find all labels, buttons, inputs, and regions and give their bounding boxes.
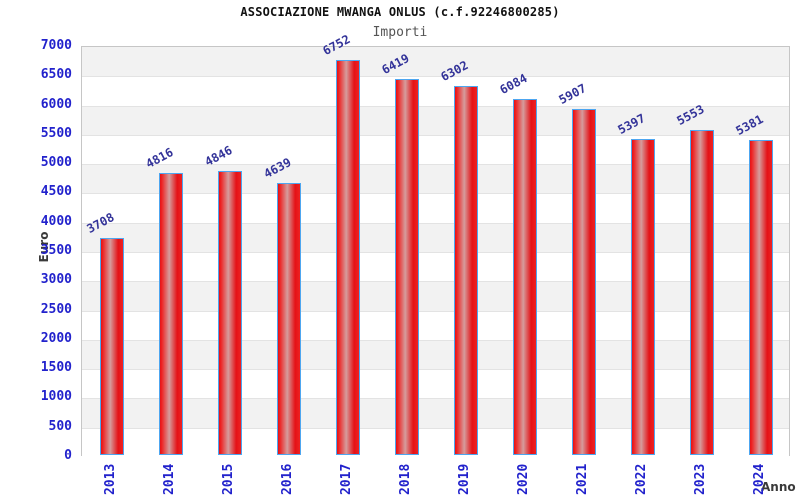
grid-band [82, 134, 789, 165]
grid-band [82, 47, 789, 77]
y-tick-label: 0 [64, 448, 72, 463]
y-tick-label: 3500 [40, 243, 72, 258]
y-axis-title: Euro [37, 231, 51, 263]
y-tick-label: 2000 [40, 330, 72, 346]
grid-band [82, 193, 789, 223]
grid-band [82, 105, 789, 135]
gridline [82, 339, 789, 341]
x-tick-label: 2017 [338, 463, 354, 495]
y-tick-label: 4500 [40, 184, 72, 200]
grid-band [82, 76, 789, 106]
x-tick-label: 2013 [102, 463, 118, 495]
gridline [82, 134, 789, 136]
y-tick-label: 1000 [40, 389, 72, 405]
gridline [82, 398, 789, 400]
x-tick-label: 2018 [397, 463, 413, 495]
bar-2022 [631, 138, 656, 455]
grid-band [82, 252, 789, 282]
gridline [82, 252, 789, 253]
x-tick-label: 2019 [457, 463, 473, 495]
bar-2020 [513, 98, 538, 455]
grid-band [82, 222, 789, 252]
bar-2017 [335, 59, 360, 455]
x-tick-label: 2021 [575, 463, 591, 495]
gridline [82, 427, 789, 429]
grid-band [82, 427, 789, 457]
y-tick-label: 7000 [40, 38, 72, 53]
bar-2023 [690, 129, 715, 455]
gridline [82, 369, 789, 371]
grid-band [82, 339, 789, 370]
gridline [82, 76, 789, 78]
grid-band [82, 369, 789, 399]
x-tick-label: 2016 [279, 463, 295, 495]
x-tick-label: 2014 [161, 463, 177, 495]
gridline [82, 222, 789, 224]
bar-2014 [158, 172, 183, 455]
y-tick-label: 5000 [40, 155, 72, 171]
grid-band [82, 398, 789, 428]
y-tick-label: 2500 [40, 301, 72, 317]
gridline [82, 164, 789, 166]
bar-2018 [394, 79, 419, 455]
bar-2015 [217, 171, 242, 455]
gridline [82, 193, 789, 195]
chart-subtitle: Importi [372, 25, 428, 40]
grid-band [82, 164, 789, 194]
bar-2021 [572, 109, 597, 455]
y-tick-label: 1500 [40, 360, 72, 376]
y-tick-label: 4000 [40, 213, 72, 229]
y-tick-label: 5500 [40, 125, 72, 141]
chart-title: ASSOCIAZIONE MWANGA ONLUS (c.f.922468002… [240, 5, 560, 19]
x-tick-label: 2015 [220, 463, 236, 495]
y-tick-label: 500 [48, 418, 72, 434]
bar-2013 [99, 237, 124, 455]
x-tick-label: 2023 [693, 463, 709, 495]
grid-band [82, 310, 789, 340]
plot-area [81, 46, 790, 457]
gridline [82, 281, 789, 283]
bar-2016 [276, 183, 301, 455]
x-tick-label: 2022 [634, 463, 650, 495]
gridline [82, 310, 789, 312]
bar-2024 [749, 139, 774, 455]
y-tick-label: 6000 [40, 96, 72, 112]
gridline [82, 105, 789, 107]
bar-2019 [454, 85, 479, 455]
y-tick-label: 6500 [40, 67, 72, 83]
x-tick-label: 2020 [516, 463, 532, 495]
x-axis-title: Anno [761, 480, 796, 494]
grid-band [82, 281, 789, 311]
y-tick-label: 3000 [40, 272, 72, 288]
